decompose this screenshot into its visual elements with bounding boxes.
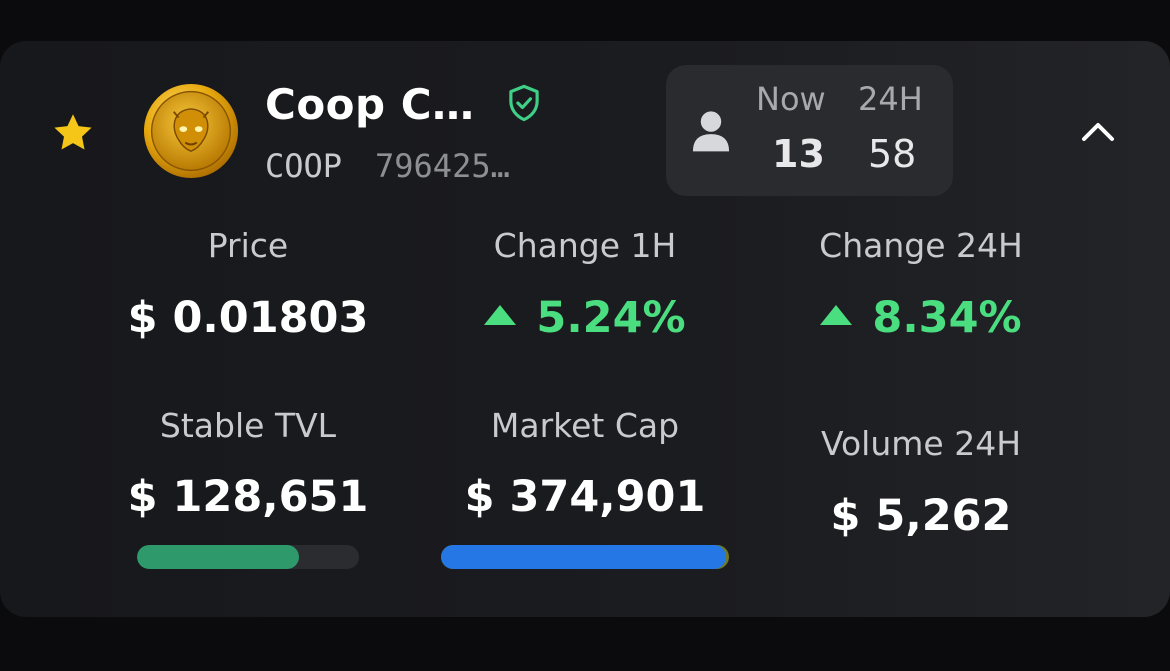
volume-24h-value: $ 5,262 [830,491,1012,541]
market-cap-bar [441,545,729,569]
market-cap-bar-fill [441,545,727,569]
stable-tvl-label: Stable TVL [159,406,337,445]
change-24h-percent: 8.34% [872,293,1022,343]
star-icon[interactable] [50,110,96,156]
change-1h-percent: 5.24% [536,293,686,343]
person-icon [692,111,730,152]
stable-tvl-value: $ 128,651 [127,472,369,522]
holders-now-label: Now [756,80,826,118]
change-1h-value: 5.24% [420,293,750,343]
holders-24h-label: 24H [858,80,923,118]
change-24h-value: 8.34% [756,293,1086,343]
coin-logo [143,83,239,179]
arrow-up-icon [820,304,853,325]
chevron-up-icon[interactable] [1078,113,1118,149]
change-1h-label: Change 1H [493,226,677,265]
token-name: Coop C… [265,80,475,129]
stable-tvl-bar-fill [137,545,300,569]
holders-now-value: 13 [772,132,825,176]
market-cap-label: Market Cap [490,406,680,445]
arrow-up-icon [484,304,517,325]
holders-24h-value: 58 [868,132,917,176]
price-label: Price [207,226,289,265]
volume-24h-label: Volume 24H [820,424,1022,463]
market-cap-value: $ 374,901 [464,472,706,522]
change-24h-label: Change 24H [819,226,1023,265]
shield-check-icon [509,84,539,122]
stable-tvl-bar [137,545,359,569]
token-address[interactable]: 796425… [375,147,510,185]
price-value: $ 0.01803 [127,293,369,343]
token-ticker: COOP [265,147,343,185]
